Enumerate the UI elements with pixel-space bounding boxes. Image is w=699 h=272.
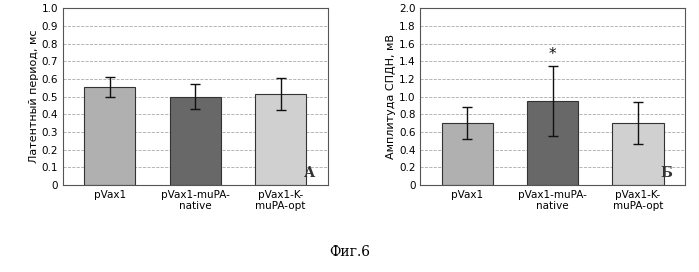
Text: Б: Б [661,166,672,180]
Bar [170,97,221,185]
Y-axis label: Амплитуда СПДН, мВ: Амплитуда СПДН, мВ [386,34,396,159]
Text: Фиг.6: Фиг.6 [329,245,370,259]
Text: *: * [549,47,556,62]
Text: А: А [303,166,315,180]
Bar [255,94,306,185]
Bar [85,87,136,185]
Bar [442,123,493,185]
Y-axis label: Латентный период, мс: Латентный период, мс [29,30,38,163]
Bar [612,123,663,185]
Bar [527,101,578,185]
